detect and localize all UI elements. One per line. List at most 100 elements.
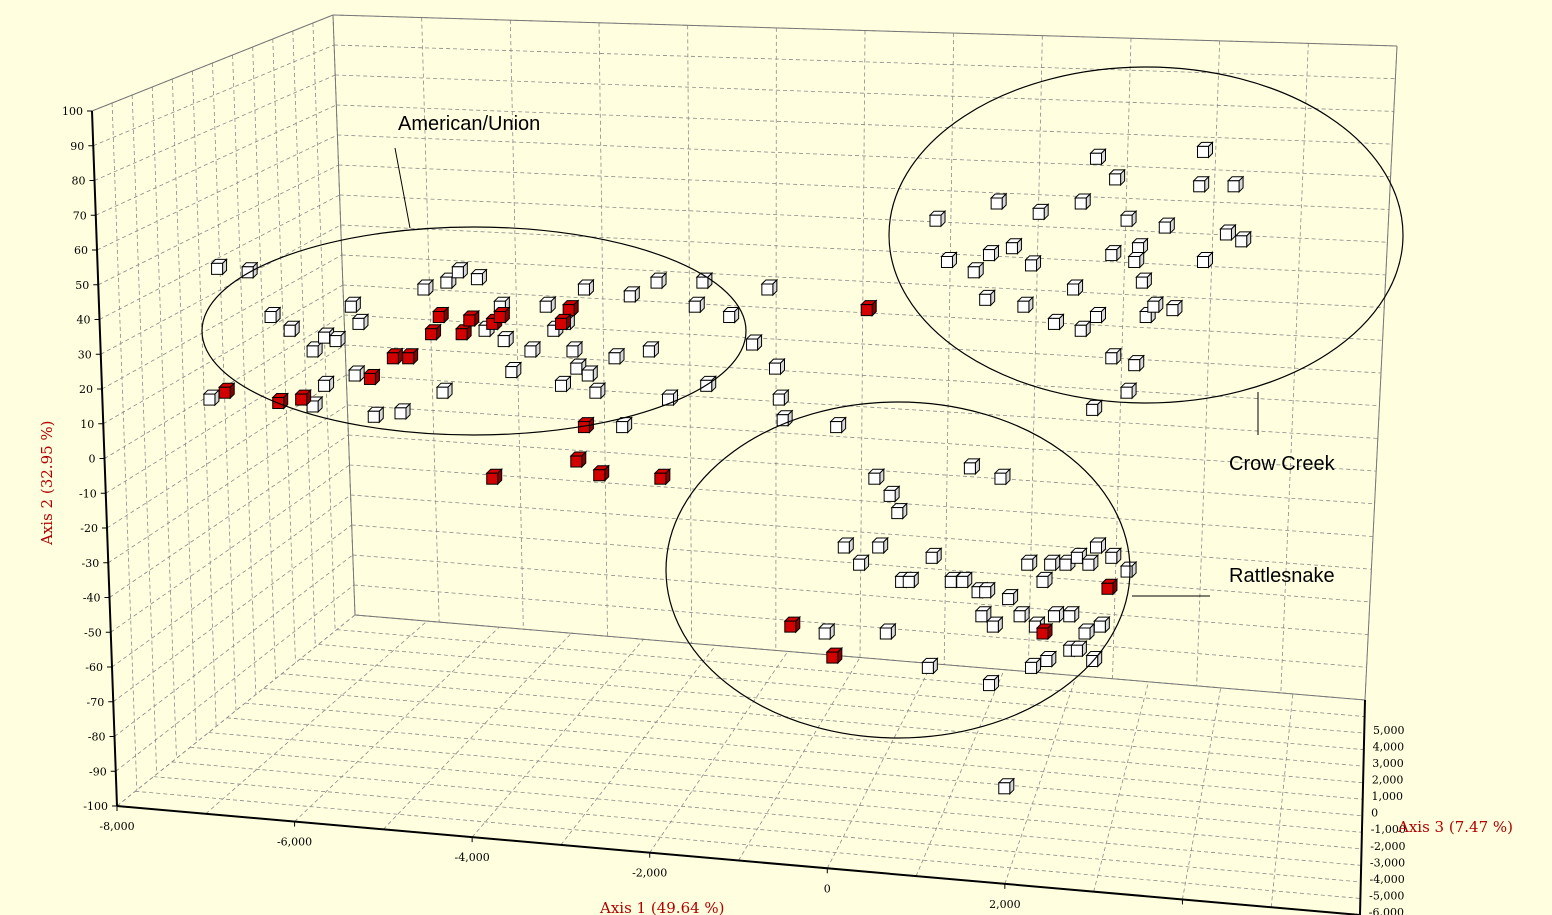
y-tick-label: -40	[83, 592, 101, 605]
data-point-white	[879, 622, 897, 641]
data-point-white	[1196, 251, 1214, 269]
data-point-white	[997, 777, 1015, 796]
back-wall-h-grid	[341, 254, 1385, 308]
data-point-white	[554, 375, 572, 393]
z-tick-label: -1,000	[1371, 823, 1406, 836]
data-point-white	[1127, 354, 1145, 372]
left-wall-h-grid	[115, 584, 355, 772]
floor-x-grid	[1182, 687, 1222, 900]
data-point-white	[1089, 148, 1107, 166]
frame-edge	[332, 14, 1398, 47]
data-point-white	[1127, 251, 1145, 269]
floor-z-grid	[153, 776, 1361, 883]
data-point-red	[554, 313, 572, 331]
y-tick-label: 70	[73, 209, 87, 222]
data-point-white	[882, 485, 901, 503]
x-tick-label: 0	[824, 882, 831, 895]
data-point-white	[367, 406, 385, 424]
data-point-red	[1035, 622, 1054, 641]
data-point-white	[1234, 230, 1252, 249]
data-point-white	[1196, 141, 1214, 159]
back-wall-h-grid	[353, 584, 1367, 668]
y-tick-label: 10	[80, 418, 94, 431]
data-point-red	[825, 646, 844, 665]
back-wall-v-grid	[775, 27, 777, 651]
data-point-white	[1226, 175, 1245, 194]
data-point-white	[1081, 553, 1100, 572]
floor-x-grid	[471, 639, 644, 838]
floor-x-grid	[826, 663, 933, 869]
frame-edge	[332, 14, 356, 616]
floor-x-grid	[915, 669, 1005, 877]
data-points	[202, 141, 1252, 796]
floor-z-grid	[263, 688, 1364, 784]
back-wall-h-grid	[346, 374, 1378, 439]
data-point-white	[305, 340, 324, 359]
x-tick-label: 2,000	[989, 898, 1021, 911]
american-union-label: American/Union	[398, 113, 540, 135]
back-wall-h-grid	[343, 314, 1382, 374]
data-point-white	[1089, 536, 1107, 555]
back-wall-v-grid	[509, 20, 524, 630]
left-wall-v-grid	[131, 94, 158, 775]
back-wall-v-grid	[1280, 43, 1309, 693]
frame-edge	[91, 14, 334, 112]
data-point-white	[210, 258, 228, 276]
data-point-white	[1158, 216, 1176, 235]
data-point-white	[760, 278, 779, 297]
data-point-white	[1070, 639, 1088, 658]
data-point-white	[1047, 605, 1065, 624]
data-point-white	[1119, 560, 1138, 579]
data-point-white	[581, 364, 599, 383]
data-point-white	[1062, 605, 1080, 624]
data-point-white	[940, 251, 958, 269]
back-wall-v-grid	[1027, 35, 1043, 672]
y-tick-label: 80	[72, 175, 86, 188]
data-point-white	[1104, 547, 1122, 565]
data-point-red	[386, 347, 404, 366]
x-tick-label: -8,000	[99, 820, 134, 833]
data-point-white	[1001, 588, 1019, 606]
data-point-white	[928, 209, 947, 228]
data-point-red	[462, 309, 480, 328]
data-point-red	[569, 450, 587, 469]
cluster-annotations: American/Union Crow Creek Rattlesnake	[201, 66, 1404, 739]
data-point-white	[978, 581, 996, 599]
data-point-white	[577, 278, 595, 297]
data-point-white	[496, 330, 515, 348]
data-point-white	[890, 502, 908, 520]
data-point-white	[328, 330, 347, 348]
y-tick-label: 50	[75, 279, 89, 292]
data-point-white	[989, 192, 1008, 211]
z-tick-label: 0	[1371, 807, 1378, 820]
data-point-red	[454, 323, 473, 341]
data-point-white	[607, 347, 626, 366]
crow-creek-ellipse	[888, 66, 1404, 404]
back-wall-h-grid	[350, 494, 1372, 570]
data-point-white	[1047, 313, 1065, 331]
data-point-white	[768, 357, 786, 376]
data-point-white	[986, 615, 1004, 634]
data-point-white	[1016, 295, 1035, 314]
left-wall-v-grid	[111, 102, 138, 791]
rattlesnake-label: Rattlesnake	[1229, 565, 1335, 587]
y-tick-label: -70	[87, 696, 105, 709]
data-point-white	[240, 261, 259, 280]
data-point-white	[921, 657, 939, 675]
data-point-white	[688, 295, 706, 314]
data-point-red	[424, 323, 442, 341]
left-wall-v-grid	[171, 78, 197, 743]
data-point-white	[852, 553, 870, 572]
data-point-white	[1012, 605, 1031, 624]
data-point-white	[1074, 192, 1092, 211]
data-point-white	[1024, 657, 1042, 675]
data-point-white	[661, 388, 679, 407]
z-tick-label: 2,000	[1372, 774, 1404, 787]
data-point-white	[1192, 175, 1210, 194]
data-point-white	[1108, 168, 1126, 187]
data-point-white	[1024, 254, 1042, 273]
data-point-white	[1104, 347, 1122, 366]
data-point-red	[860, 299, 878, 317]
american-union-ellipse	[201, 226, 747, 436]
